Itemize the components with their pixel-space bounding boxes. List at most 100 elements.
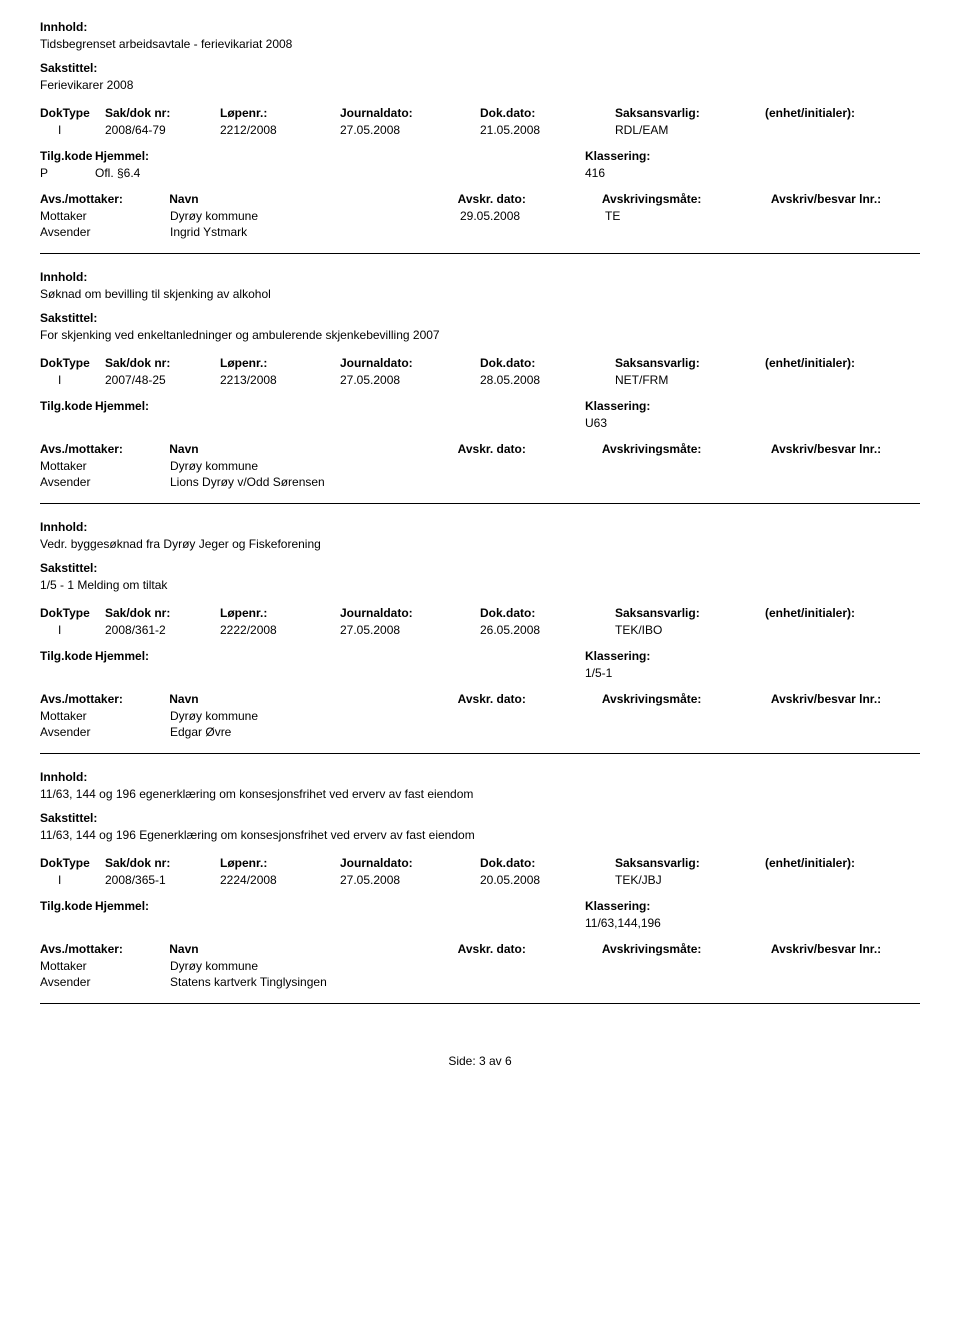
meta-header-row: DokType Sak/dok nr: Løpenr.: Journaldato… — [40, 606, 920, 620]
tilgcode-value — [40, 416, 95, 430]
avsender-value: Statens kartverk Tinglysingen — [170, 975, 460, 989]
klassering-value: 11/63,144,196 — [585, 916, 885, 930]
tilgkode-header: Tilg.kode — [40, 149, 95, 163]
dokdato-header: Dok.dato: — [480, 106, 615, 120]
lopenr-value: 2222/2008 — [220, 623, 340, 637]
tilg-header-row: Tilg.kode Hjemmel: Klassering: — [40, 899, 920, 913]
tilg-data-row: 11/63,144,196 — [40, 916, 920, 930]
avskrivbesvar-header: Avskriv/besvar lnr.: — [771, 942, 920, 956]
innhold-value: Vedr. byggesøknad fra Dyrøy Jeger og Fis… — [40, 537, 920, 551]
parties-header-row: Avs./mottaker: Navn Avskr. dato: Avskriv… — [40, 192, 920, 206]
avsmottaker-header: Avs./mottaker: — [40, 692, 169, 706]
meta-data-row: I 2007/48-25 2213/2008 27.05.2008 28.05.… — [40, 373, 920, 387]
tilg-data-row: 1/5-1 — [40, 666, 920, 680]
mottaker-label: Mottaker — [40, 959, 170, 973]
tilgkode-header: Tilg.kode — [40, 399, 95, 413]
mottaker-label: Mottaker — [40, 209, 170, 223]
avskrmate-value: TE — [605, 209, 775, 223]
innhold-label: Innhold: — [40, 770, 920, 784]
tilgkode-header: Tilg.kode — [40, 899, 95, 913]
saksansvarlig-value: RDL/EAM — [615, 123, 765, 137]
doktype-header: DokType — [40, 106, 105, 120]
dokdato-value: 21.05.2008 — [480, 123, 615, 137]
enhet-header: (enhet/initialer): — [765, 106, 915, 120]
avskrivingsmate-header: Avskrivingsmåte: — [602, 692, 771, 706]
avskrivingsmate-header: Avskrivingsmåte: — [602, 192, 771, 206]
hjemmel-header: Hjemmel: — [95, 149, 585, 163]
hjemmel-value — [95, 416, 585, 430]
lopenr-header: Løpenr.: — [220, 856, 340, 870]
avskrdato-header: Avskr. dato: — [458, 442, 602, 456]
saksansvarlig-header: Saksansvarlig: — [615, 356, 765, 370]
saksansvarlig-header: Saksansvarlig: — [615, 106, 765, 120]
tilgcode-value — [40, 916, 95, 930]
saksansvarlig-header: Saksansvarlig: — [615, 606, 765, 620]
avsender-value: Ingrid Ystmark — [170, 225, 460, 239]
navn-header: Navn — [169, 442, 457, 456]
navn-header: Navn — [169, 192, 457, 206]
tilg-header-row: Tilg.kode Hjemmel: Klassering: — [40, 649, 920, 663]
enhet-header: (enhet/initialer): — [765, 356, 915, 370]
avskrivbesvar-header: Avskriv/besvar lnr.: — [771, 192, 920, 206]
doktype-value: I — [40, 623, 105, 637]
doktype-value: I — [40, 873, 105, 887]
meta-data-row: I 2008/361-2 2222/2008 27.05.2008 26.05.… — [40, 623, 920, 637]
mottaker-row: Mottaker Dyrøy kommune — [40, 459, 920, 473]
dokdato-header: Dok.dato: — [480, 856, 615, 870]
klassering-value: U63 — [585, 416, 885, 430]
journaldato-value: 27.05.2008 — [340, 123, 480, 137]
avskrdato-header: Avskr. dato: — [458, 942, 602, 956]
hjemmel-header: Hjemmel: — [95, 399, 585, 413]
avsender-label: Avsender — [40, 725, 170, 739]
avsmottaker-header: Avs./mottaker: — [40, 442, 169, 456]
journaldato-header: Journaldato: — [340, 106, 480, 120]
saksansvarlig-value: NET/FRM — [615, 373, 765, 387]
tilgcode-value — [40, 666, 95, 680]
mottaker-value: Dyrøy kommune — [170, 459, 460, 473]
parties-header-row: Avs./mottaker: Navn Avskr. dato: Avskriv… — [40, 942, 920, 956]
avsender-label: Avsender — [40, 225, 170, 239]
doktype-header: DokType — [40, 356, 105, 370]
lopenr-header: Løpenr.: — [220, 606, 340, 620]
klassering-value: 416 — [585, 166, 885, 180]
klassering-value: 1/5-1 — [585, 666, 885, 680]
sakstittel-label: Sakstittel: — [40, 561, 920, 575]
doktype-header: DokType — [40, 856, 105, 870]
dokdato-value: 20.05.2008 — [480, 873, 615, 887]
lopenr-value: 2224/2008 — [220, 873, 340, 887]
tilg-data-row: U63 — [40, 416, 920, 430]
avskrdato-header: Avskr. dato: — [458, 692, 602, 706]
mottaker-value: Dyrøy kommune — [170, 209, 460, 223]
mottaker-row: Mottaker Dyrøy kommune — [40, 709, 920, 723]
doktype-value: I — [40, 123, 105, 137]
tilgkode-header: Tilg.kode — [40, 649, 95, 663]
innhold-value: 11/63, 144 og 196 egenerklæring om konse… — [40, 787, 920, 801]
journal-record: Innhold: Vedr. byggesøknad fra Dyrøy Jeg… — [40, 520, 920, 739]
mottaker-label: Mottaker — [40, 459, 170, 473]
sakstittel-value: 1/5 - 1 Melding om tiltak — [40, 578, 920, 592]
mottaker-row: Mottaker Dyrøy kommune — [40, 959, 920, 973]
klassering-header: Klassering: — [585, 399, 885, 413]
tilg-data-row: P Ofl. §6.4 416 — [40, 166, 920, 180]
enhet-header: (enhet/initialer): — [765, 856, 915, 870]
journaldato-header: Journaldato: — [340, 606, 480, 620]
mottaker-label: Mottaker — [40, 709, 170, 723]
hjemmel-header: Hjemmel: — [95, 649, 585, 663]
avsender-value: Lions Dyrøy v/Odd Sørensen — [170, 475, 460, 489]
separator — [40, 503, 920, 504]
dokdato-value: 26.05.2008 — [480, 623, 615, 637]
avsmottaker-header: Avs./mottaker: — [40, 192, 169, 206]
sakstittel-value: Ferievikarer 2008 — [40, 78, 920, 92]
avskrivbesvar-header: Avskriv/besvar lnr.: — [771, 442, 920, 456]
avskrivingsmate-header: Avskrivingsmåte: — [602, 442, 771, 456]
innhold-label: Innhold: — [40, 20, 920, 34]
sakdok-value: 2008/361-2 — [105, 623, 220, 637]
doktype-value: I — [40, 373, 105, 387]
navn-header: Navn — [169, 692, 457, 706]
klassering-header: Klassering: — [585, 649, 885, 663]
sakstittel-value: For skjenking ved enkeltanledninger og a… — [40, 328, 920, 342]
saksansvarlig-value: TEK/JBJ — [615, 873, 765, 887]
meta-data-row: I 2008/365-1 2224/2008 27.05.2008 20.05.… — [40, 873, 920, 887]
sakdok-header: Sak/dok nr: — [105, 356, 220, 370]
avskrdato-value: 29.05.2008 — [460, 209, 605, 223]
